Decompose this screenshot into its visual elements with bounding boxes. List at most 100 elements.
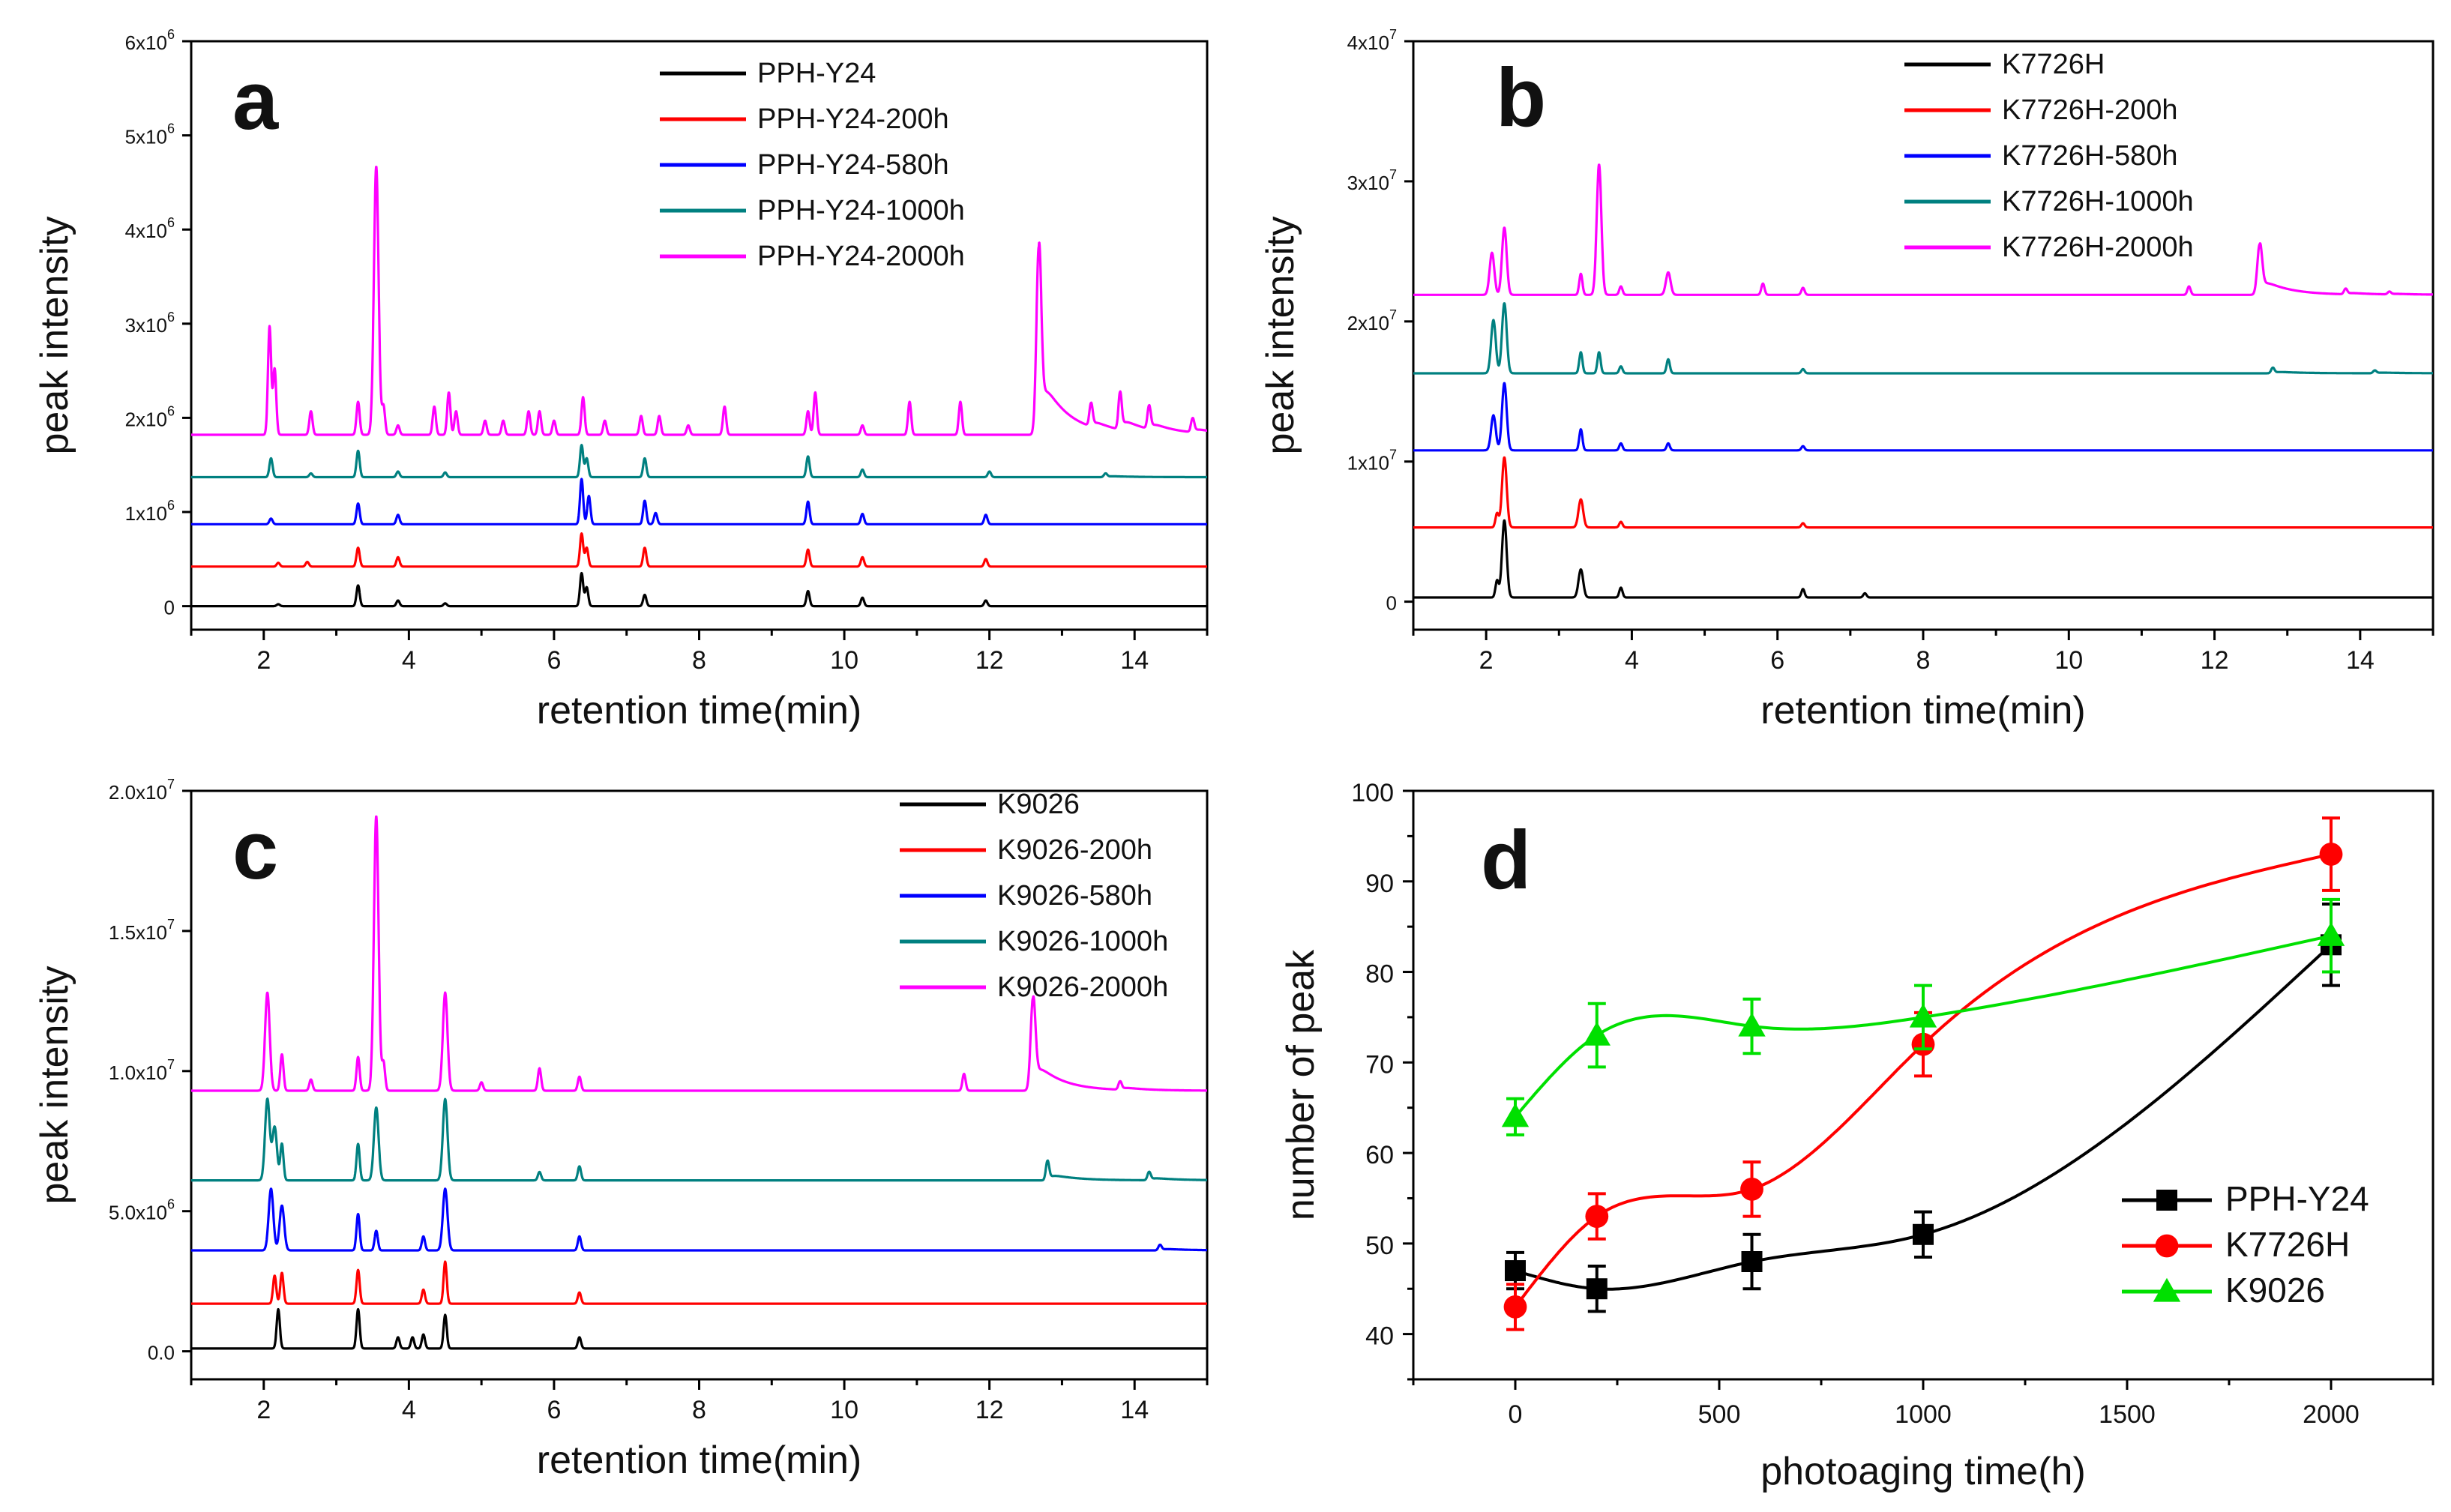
panel-letter: d xyxy=(1481,814,1531,906)
x-tick-label: 2 xyxy=(1479,646,1494,675)
y-tick-label: 1x106 xyxy=(125,498,175,525)
y-tick-label: 5.0x106 xyxy=(109,1197,175,1224)
y-tick-label: 0 xyxy=(1386,592,1397,615)
x-tick-label: 14 xyxy=(1120,1396,1149,1424)
x-tick-label: 10 xyxy=(2054,646,2083,675)
x-tick-label: 4 xyxy=(402,1396,416,1424)
series-line-PPH-Y24-580h xyxy=(191,478,1207,525)
y-tick-label: 60 xyxy=(1365,1141,1394,1169)
y-tick-exponent: 6 xyxy=(167,403,175,418)
y-tick-mantissa: 3x10 xyxy=(125,314,167,337)
y-tick-mantissa: 5.0x10 xyxy=(109,1202,167,1224)
x-tick-label: 4 xyxy=(402,646,416,675)
data-point xyxy=(1909,1003,1937,1028)
panel-a: 2 4 6 8 10 12 1401x1062x1063x1064x1065x1066x10… xyxy=(33,27,1209,732)
y-tick-exponent: 7 xyxy=(167,777,175,792)
x-tick-label: 500 xyxy=(1698,1400,1741,1429)
x-tick-label: 10 xyxy=(830,1396,858,1424)
y-tick-label: 4x107 xyxy=(1347,27,1397,54)
series-line-K7726H-1000h xyxy=(1413,302,2433,375)
legend-label: PPH-Y24 xyxy=(757,58,876,89)
series-line-K7726H-2000h xyxy=(1413,163,2433,296)
y-tick-label: 2.0x107 xyxy=(109,777,175,804)
legend-label: K7726H xyxy=(2002,49,2105,80)
series-line-K9026 xyxy=(191,1307,1207,1350)
y-tick-exponent: 6 xyxy=(167,121,175,136)
series-line-K9026-580h xyxy=(191,1187,1207,1252)
y-tick-label: 0 xyxy=(164,597,175,619)
y-tick-label: 5x106 xyxy=(125,121,175,148)
data-point xyxy=(1503,1295,1527,1319)
x-tick-label: 4 xyxy=(1625,646,1639,675)
x-axis-title: retention time(min) xyxy=(537,1439,861,1482)
x-axis-title: retention time(min) xyxy=(1760,689,2085,732)
legend-label: PPH-Y24-200h xyxy=(757,103,949,135)
y-tick-mantissa: 1.5x10 xyxy=(109,921,167,944)
x-tick-label: 1000 xyxy=(1895,1400,1952,1429)
y-tick-label: 3x107 xyxy=(1347,167,1397,194)
y-tick-mantissa: 6x10 xyxy=(125,31,167,54)
legend-label: PPH-Y24-2000h xyxy=(757,241,965,272)
legend-marker xyxy=(2156,1190,2177,1211)
data-point xyxy=(2317,922,2345,946)
series-line-PPH-Y24-2000h xyxy=(191,166,1207,436)
legend-marker xyxy=(2155,1234,2179,1258)
x-tick-label: 8 xyxy=(1916,646,1931,675)
x-tick-label: 14 xyxy=(1120,646,1149,675)
data-point xyxy=(2319,843,2343,866)
plot-frame xyxy=(1412,40,2435,631)
x-tick-label: 12 xyxy=(975,1396,1004,1424)
y-axis-title: peak intensity xyxy=(33,217,76,455)
legend-label: K7726H-2000h xyxy=(2002,232,2194,263)
x-tick-label: 6 xyxy=(1770,646,1784,675)
legend-label: K9026-2000h xyxy=(997,972,1168,1003)
data-point xyxy=(1505,1260,1526,1282)
legend-label: K7726H-1000h xyxy=(2002,186,2194,217)
legend-label: K9026-1000h xyxy=(997,926,1168,957)
y-tick-label: 40 xyxy=(1365,1322,1394,1351)
y-tick-exponent: 6 xyxy=(167,27,175,42)
data-point xyxy=(1501,1103,1530,1127)
series-line-K7726H-580h xyxy=(1413,382,2433,452)
y-tick-exponent: 7 xyxy=(167,917,175,932)
y-tick-label: 2x106 xyxy=(125,403,175,430)
x-tick-label: 2000 xyxy=(2303,1400,2360,1429)
y-tick-exponent: 6 xyxy=(167,215,175,230)
y-tick-label: 50 xyxy=(1365,1232,1394,1260)
y-tick-mantissa: 1x10 xyxy=(1347,452,1389,475)
x-tick-label: 1500 xyxy=(2099,1400,2156,1429)
series-line-PPH-Y24-1000h xyxy=(191,444,1207,479)
legend-label: K7726H-580h xyxy=(2002,140,2178,172)
data-point xyxy=(1741,1251,1763,1272)
legend-label: PPH-Y24-1000h xyxy=(757,195,965,226)
plot-frame xyxy=(190,789,1209,1381)
series-line-K9026-2000h xyxy=(191,815,1207,1092)
y-tick-mantissa: 2x10 xyxy=(125,408,167,430)
data-point xyxy=(1913,1223,1934,1245)
y-axis-title: number of peak xyxy=(1279,949,1323,1220)
y-tick-mantissa: 1.0x10 xyxy=(109,1061,167,1084)
data-point xyxy=(1583,1021,1611,1046)
legend-label: K7726H-200h xyxy=(2002,94,2178,126)
y-tick-mantissa: 2x10 xyxy=(1347,312,1389,334)
series-line-K9026-1000h xyxy=(191,1097,1207,1182)
y-tick-mantissa: 1x10 xyxy=(125,502,167,525)
y-tick-label: 80 xyxy=(1365,960,1394,989)
y-tick-label: 1x107 xyxy=(1347,448,1397,475)
x-tick-label: 0 xyxy=(1509,1400,1523,1429)
legend-label: K9026 xyxy=(997,789,1080,820)
y-axis-title: peak intensity xyxy=(33,966,76,1205)
x-tick-label: 6 xyxy=(547,1396,561,1424)
series-line-K9026-200h xyxy=(191,1260,1207,1305)
series-line-K7726H xyxy=(1413,519,2433,599)
y-tick-mantissa: 3x10 xyxy=(1347,172,1389,194)
y-tick-exponent: 6 xyxy=(167,1197,175,1212)
series-line-K7726H-200h xyxy=(1413,456,2433,529)
x-axis-title: retention time(min) xyxy=(537,689,861,732)
panel-letter: c xyxy=(232,804,278,897)
y-tick-exponent: 7 xyxy=(1389,27,1397,42)
y-tick-label: 4x106 xyxy=(125,215,175,242)
panel-d: 0 500 1000 1500 2000 40 50 60 70 80 90 100 photoagin… xyxy=(1279,779,2435,1493)
y-tick-label: 100 xyxy=(1351,779,1394,807)
